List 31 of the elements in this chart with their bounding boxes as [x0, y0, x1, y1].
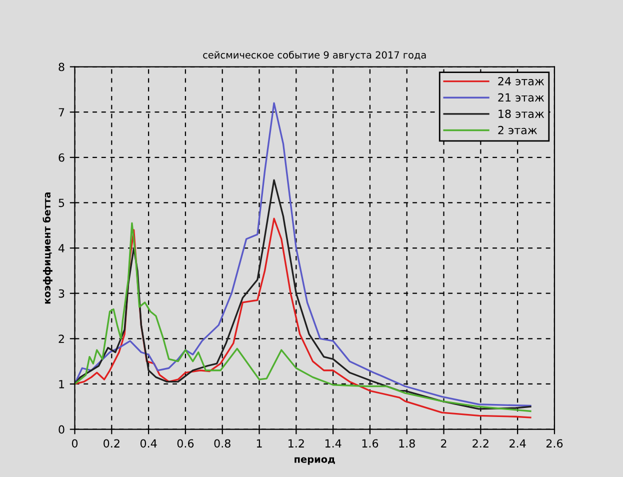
chart-title: сейсмическое событие 9 августа 2017 года	[203, 50, 426, 60]
x-tick-label: 2	[441, 439, 446, 448]
y-tick-label: 1	[59, 380, 64, 388]
y-tick-label: 3	[58, 289, 64, 298]
x-tick-label: 2.4	[510, 439, 526, 448]
x-tick-label: 0	[72, 439, 78, 448]
y-tick-label: 8	[58, 62, 64, 72]
legend-label: 2 этаж	[498, 126, 538, 134]
legend-label: 18 этаж	[498, 110, 544, 118]
x-tick-label: 2.6	[546, 439, 563, 448]
x-tick-label: 2.2	[472, 439, 488, 448]
x-tick-label: 1.8	[399, 439, 415, 448]
legend-label: 21 этаж	[498, 93, 544, 102]
y-tick-label: 4	[58, 244, 64, 252]
x-tick-label: 1	[256, 439, 262, 448]
y-tick-label: 0	[58, 425, 64, 434]
x-tick-label: 0.6	[177, 439, 194, 448]
y-axis-title: коэффициент бетта	[42, 192, 52, 304]
line-series	[74, 179, 532, 410]
x-axis-title: период	[294, 457, 335, 465]
y-tick-label: 6	[58, 153, 64, 162]
x-tick-label: 0.4	[140, 439, 157, 448]
x-tick-label: 1.6	[362, 439, 378, 448]
x-tick-label: 0.8	[214, 439, 230, 448]
x-tick-label: 1.4	[325, 439, 342, 448]
x-tick-label: 1.2	[288, 439, 304, 448]
y-tick-label: 2	[58, 334, 64, 343]
y-tick-label: 5	[58, 198, 64, 208]
x-tick-label: 0.2	[104, 439, 120, 448]
y-tick-label: 7	[58, 108, 64, 116]
legend-label: 24 этаж	[498, 76, 544, 86]
